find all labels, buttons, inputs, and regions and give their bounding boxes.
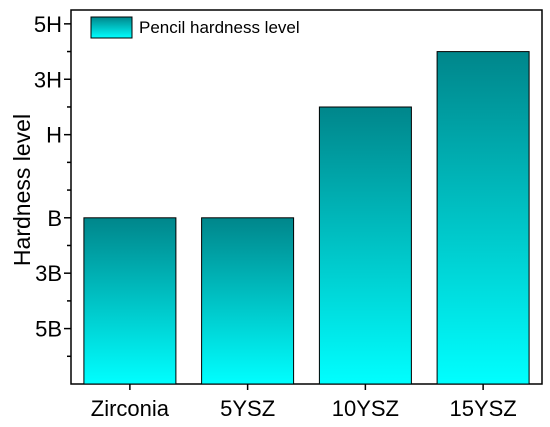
x-tick-label: 10YSZ [332, 396, 399, 421]
bar-15ysz [436, 51, 530, 385]
y-axis-title: Hardness level [9, 114, 35, 266]
legend: Pencil hardness level [90, 16, 300, 39]
bar-zirconia [83, 217, 177, 385]
x-tick-label: 15YSZ [449, 396, 516, 421]
bar-5ysz [201, 217, 295, 385]
plot-frame [70, 9, 543, 385]
bar-10ysz [318, 106, 412, 385]
x-tick-label: Zirconia [91, 396, 170, 421]
x-ticks-group: Zirconia 5YSZ 10YSZ 15YSZ [91, 384, 517, 421]
y-tick-label: H [46, 123, 62, 148]
y-tick-label: 3B [35, 261, 62, 286]
y-tick-label: 3H [34, 67, 62, 92]
bars-group [83, 51, 530, 385]
x-tick-label: 5YSZ [220, 396, 275, 421]
legend-label: Pencil hardness level [139, 18, 300, 37]
legend-swatch [90, 16, 133, 39]
y-tick-label: 5B [35, 317, 62, 342]
y-ticks-group: 5B 3B B H 3H 5H [34, 12, 71, 358]
y-tick-label: 5H [34, 12, 62, 37]
y-tick-label: B [47, 206, 62, 231]
